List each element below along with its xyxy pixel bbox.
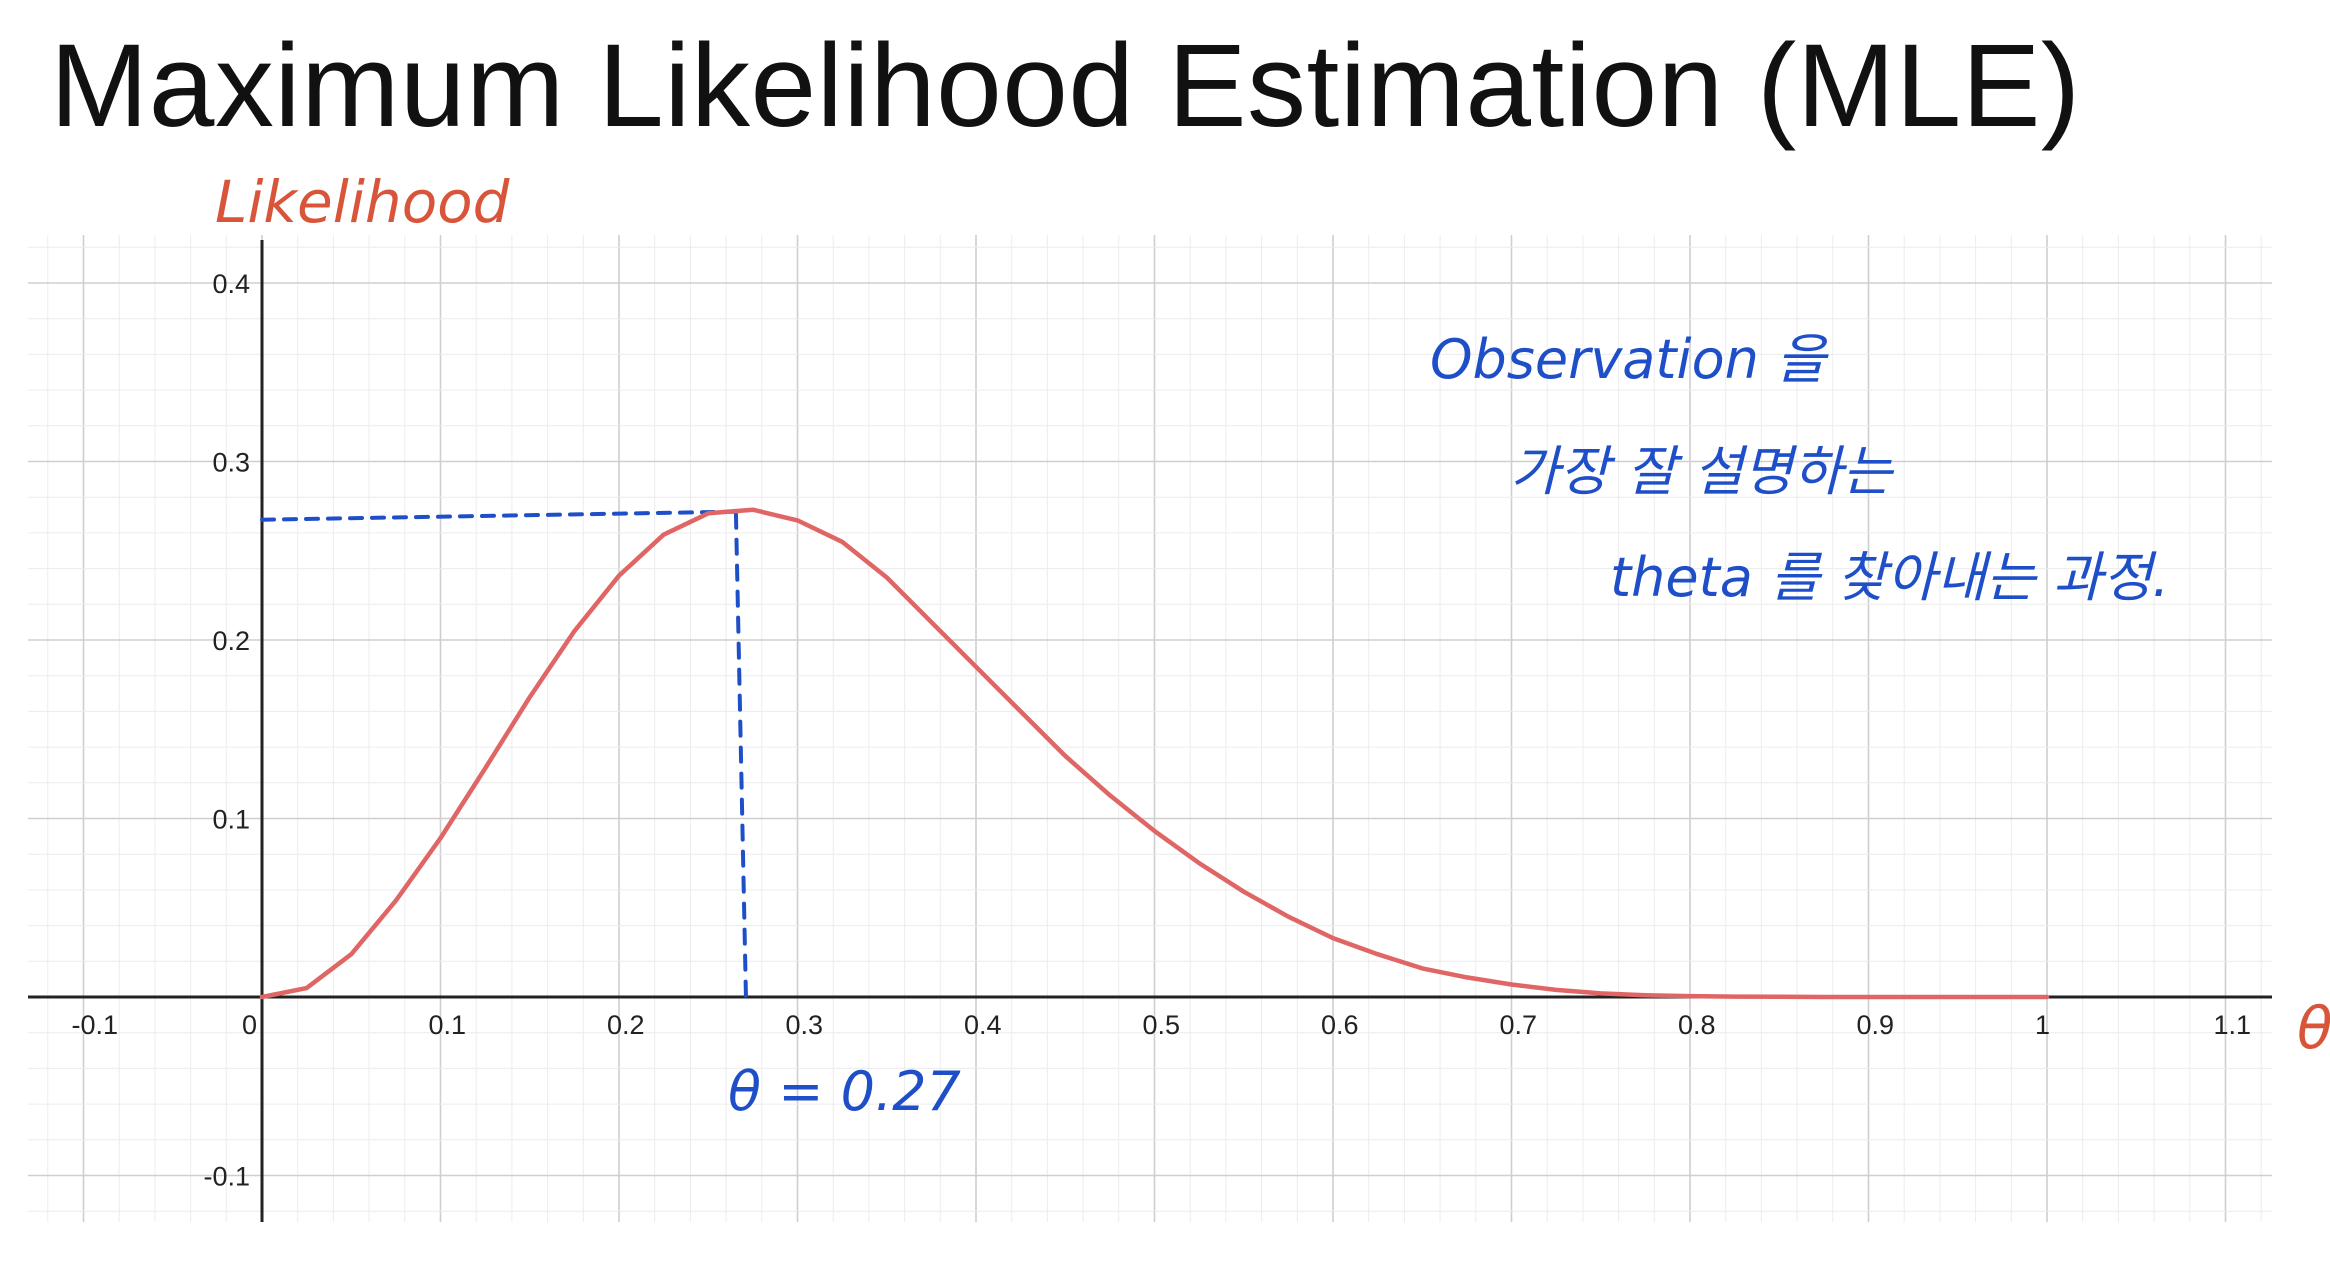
x-tick-label: 0.7 — [1500, 1010, 1538, 1040]
y-tick-label: 0.1 — [212, 805, 250, 835]
note-line-1: Observation 을 — [1430, 328, 1829, 391]
y-tick-label: 0.3 — [212, 448, 250, 478]
x-tick-label: 1.1 — [2214, 1010, 2252, 1040]
peak-guide-lines — [260, 509, 748, 999]
x-tick-label: 0.2 — [607, 1010, 645, 1040]
x-tick-label: 0 — [242, 1010, 257, 1040]
x-tick-label: 0.8 — [1678, 1010, 1716, 1040]
axes — [28, 240, 2272, 1222]
peak-label: θ = 0.27 — [728, 1060, 961, 1123]
y-axis-label: Likelihood — [215, 168, 511, 236]
likelihood-curve — [259, 507, 2050, 1000]
x-tick-label: -0.1 — [72, 1010, 119, 1040]
x-tick-label: 0.5 — [1143, 1010, 1181, 1040]
x-tick-label: 0.4 — [964, 1010, 1002, 1040]
note-line-3: theta 를 찾아내는 과정. — [1610, 546, 2169, 609]
x-axis-label: θ — [2297, 994, 2330, 1062]
note-line-2: 가장 잘 설명하는 — [1510, 440, 1894, 503]
y-tick-label: 0.2 — [212, 626, 250, 656]
series — [259, 507, 2050, 1000]
x-tick-label: 1 — [2035, 1010, 2050, 1040]
grid — [28, 235, 2272, 1222]
x-tick-label: 0.1 — [429, 1010, 467, 1040]
peak-vertical-guide — [733, 511, 748, 999]
y-tick-label: 0.4 — [212, 269, 250, 299]
x-tick-label: 0.3 — [786, 1010, 824, 1040]
slide-title: Maximum Likelihood Estimation (MLE) — [50, 20, 2081, 152]
tick-labels: -0.1 0 0.1 0.2 0.3 0.4 0.5 0.6 0.7 0.8 0.9 1 1.1 0.4 0… — [72, 269, 2252, 1192]
y-tick-label: -0.1 — [203, 1162, 250, 1192]
x-tick-label: 0.6 — [1321, 1010, 1359, 1040]
x-tick-label: 0.9 — [1857, 1010, 1895, 1040]
peak-horizontal-guide — [260, 509, 736, 522]
